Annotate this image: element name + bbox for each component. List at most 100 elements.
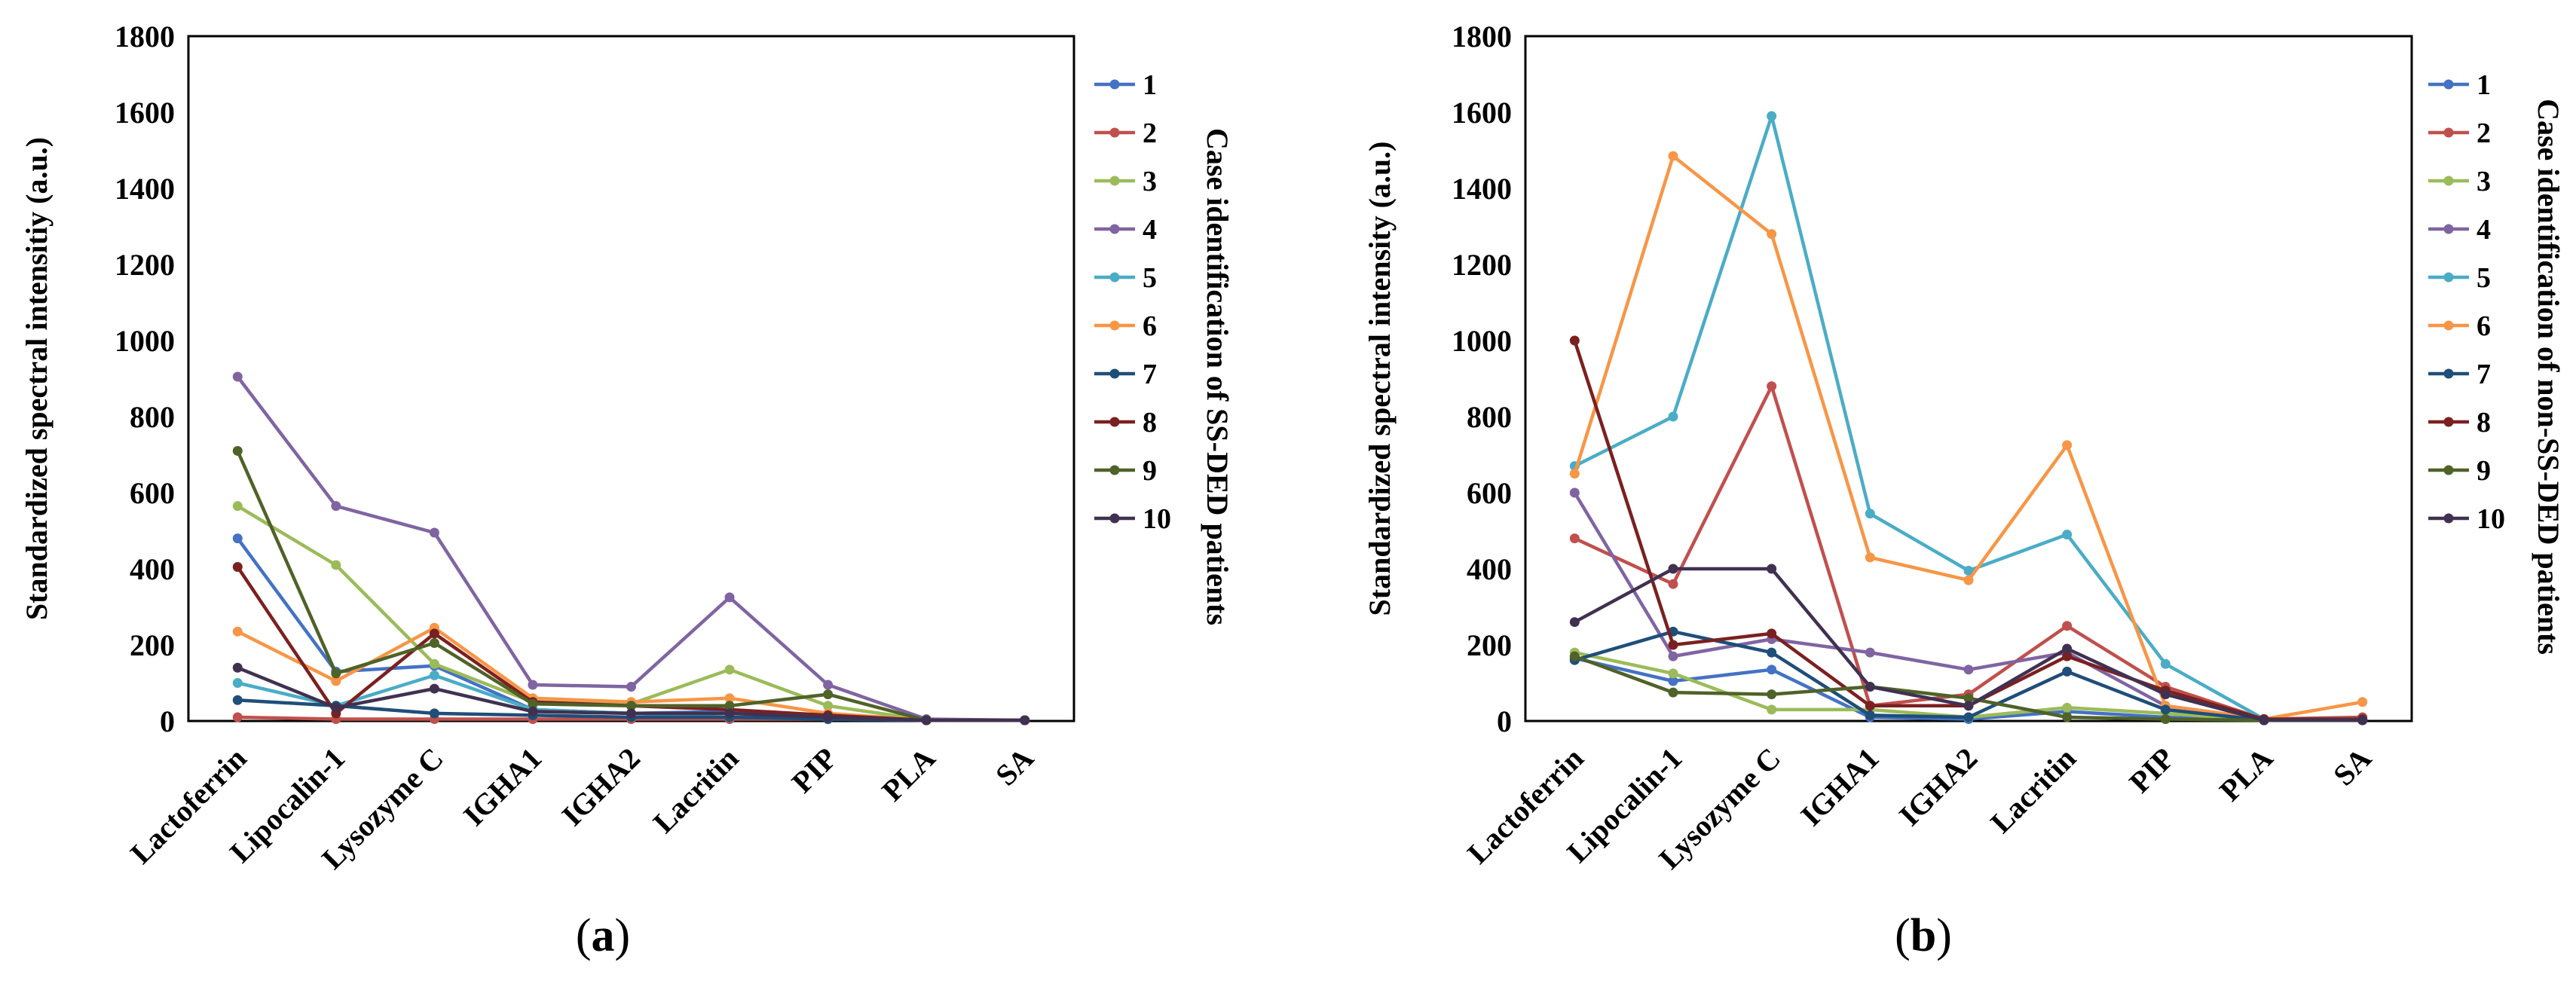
data-point-8	[1569, 335, 1580, 346]
data-point-4	[232, 371, 243, 382]
x-category-label: PLA	[875, 741, 941, 807]
data-point-1	[1668, 676, 1678, 686]
y-tick-label: 600	[130, 476, 175, 510]
data-point-9	[429, 637, 439, 648]
data-point-5	[2160, 658, 2171, 669]
data-point-2	[232, 712, 243, 723]
data-point-7	[232, 695, 243, 705]
y-tick-label: 1200	[1452, 248, 1512, 282]
legend-label-10: 10	[1143, 503, 1171, 535]
legend-label-4: 4	[1143, 214, 1157, 246]
legend: 1 2 3 4 5 6 7 8 9 10	[1094, 69, 1171, 535]
legend-label-7: 7	[2477, 359, 2491, 390]
y-tick-label: 200	[130, 628, 175, 662]
legend-marker-1	[2443, 79, 2454, 90]
data-point-6	[2062, 440, 2073, 451]
chart-panel-a: 0 200 400 600 800 1000 1200 1400 1600 1800 Standar…	[20, 20, 1234, 961]
y-tick-label: 400	[130, 552, 175, 586]
legend-label-3: 3	[1143, 166, 1157, 197]
data-point-6	[232, 626, 243, 637]
data-point-9	[2160, 713, 2171, 724]
legend-label-9: 9	[2477, 455, 2491, 487]
legend-marker-7	[2443, 368, 2454, 379]
y-tick-label: 1600	[115, 96, 175, 130]
y-tick-label: 800	[1467, 400, 1512, 434]
data-point-10	[724, 708, 735, 719]
plot-area	[1524, 35, 2413, 723]
x-category-label: SA	[989, 741, 1040, 792]
y-tick-label: 1800	[1452, 20, 1512, 53]
legend-label-2: 2	[1143, 118, 1157, 149]
data-point-7	[1767, 647, 1777, 658]
y-axis-title: Standardized spectral intensity (a.u.)	[1363, 142, 1397, 616]
x-category-label: PIP	[785, 741, 843, 799]
data-point-5	[429, 670, 439, 680]
data-point-4	[1963, 664, 1974, 675]
data-point-1	[232, 533, 243, 544]
data-point-10	[1668, 564, 1678, 574]
y-tick-label: 1000	[115, 324, 175, 358]
legend-label-2: 2	[2477, 118, 2491, 149]
data-point-7	[1865, 710, 1875, 720]
y-tick-label: 1000	[1452, 324, 1512, 358]
data-point-6	[331, 676, 341, 686]
data-point-9	[823, 689, 834, 700]
data-point-5	[1865, 509, 1875, 519]
legend-title: Case identification of non-SS-DED patien…	[2532, 99, 2565, 655]
legend-marker-4	[2443, 224, 2454, 234]
y-tick-label: 1800	[115, 20, 175, 53]
data-point-10	[921, 715, 932, 726]
data-point-9	[1767, 689, 1777, 700]
data-point-5	[1963, 566, 1974, 576]
legend-marker-9	[2443, 465, 2454, 475]
data-point-2	[1767, 381, 1777, 392]
data-point-10	[2062, 643, 2073, 654]
data-point-6	[1569, 469, 1580, 479]
data-point-10	[1963, 701, 1974, 711]
data-point-10	[331, 702, 341, 713]
legend-marker-10	[2443, 513, 2454, 524]
y-tick-label: 1200	[115, 248, 175, 282]
data-point-8	[2062, 651, 2073, 661]
legend-title: Case identification of SS-DED patients	[1201, 128, 1234, 625]
data-point-4	[331, 501, 341, 512]
series-line-4	[1573, 491, 2363, 721]
y-tick-label: 800	[130, 400, 175, 434]
data-point-5	[1668, 411, 1678, 422]
data-point-6	[1865, 552, 1875, 563]
data-point-6	[724, 693, 735, 704]
data-point-4	[724, 592, 735, 603]
legend: 1 2 3 4 5 6 7 8 9 10	[2428, 69, 2505, 535]
data-point-7	[2062, 666, 2073, 677]
data-point-8	[1865, 701, 1875, 711]
data-point-9	[232, 445, 243, 456]
legend-label-8: 8	[2477, 407, 2491, 438]
x-category-label: IGHA1	[1794, 741, 1885, 832]
data-point-1	[1767, 664, 1777, 675]
legend-marker-7	[1109, 368, 1120, 379]
data-point-6	[1668, 151, 1678, 161]
legend-label-6: 6	[2477, 310, 2491, 342]
data-point-10	[232, 662, 243, 673]
data-point-9	[2062, 712, 2073, 723]
data-point-7	[429, 708, 439, 719]
data-point-5	[232, 678, 243, 688]
legend-label-5: 5	[1143, 262, 1157, 294]
data-point-6	[1963, 575, 1974, 585]
legend-marker-6	[2443, 320, 2454, 331]
panel-label: (b)	[1895, 910, 1952, 961]
legend-label-1: 1	[1143, 69, 1157, 101]
y-axis-title: Standardized spectral intensitiy (a.u.)	[20, 137, 54, 620]
data-point-5	[1767, 111, 1777, 121]
data-point-8	[1767, 628, 1777, 639]
data-point-10	[2160, 689, 2171, 700]
data-point-10	[2357, 715, 2368, 726]
legend-marker-2	[1109, 127, 1120, 138]
legend-marker-10	[1109, 513, 1120, 524]
data-point-3	[1668, 668, 1678, 679]
data-point-4	[626, 682, 636, 692]
data-point-6	[2357, 697, 2368, 707]
data-point-9	[1668, 687, 1678, 698]
y-tick-label: 1400	[115, 172, 175, 206]
data-point-10	[1767, 564, 1777, 574]
